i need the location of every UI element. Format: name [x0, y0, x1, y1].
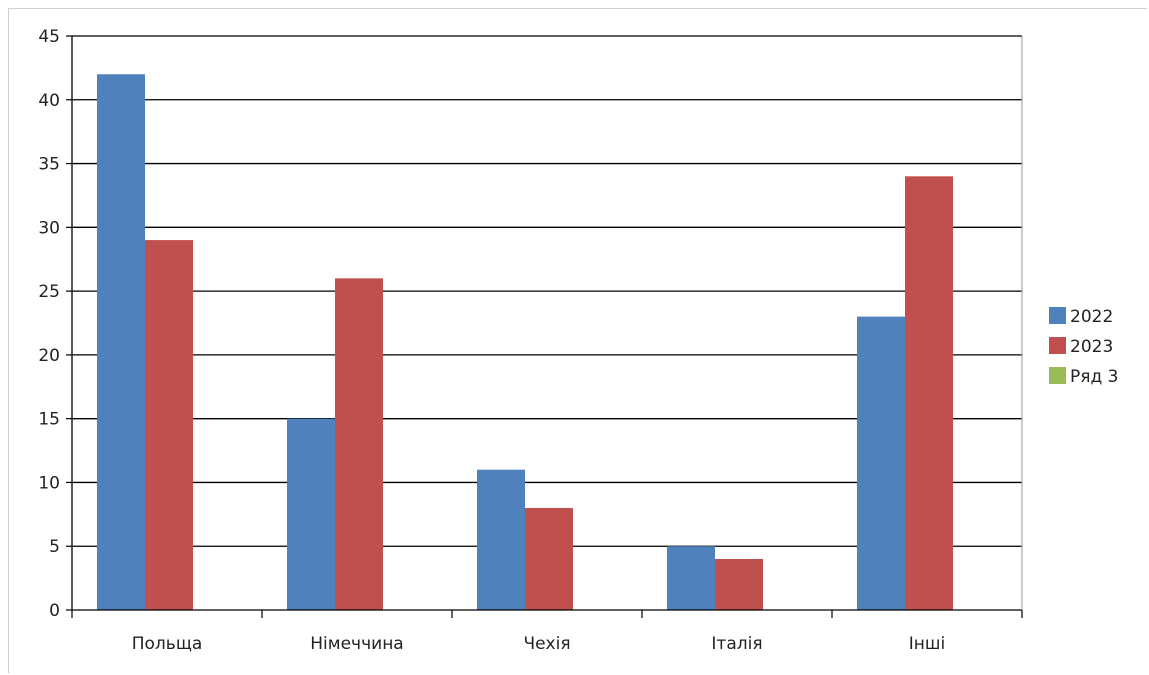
- y-tick-label: 25: [38, 282, 60, 302]
- bar-2-2: [335, 278, 383, 610]
- y-tick-label: 5: [49, 537, 60, 557]
- legend-swatch-2: [1049, 337, 1066, 354]
- bar-1-1: [97, 74, 145, 611]
- y-tick-label: 35: [38, 155, 60, 175]
- y-tick-label: 15: [38, 410, 60, 430]
- y-tick-label: 45: [38, 27, 60, 47]
- bar-1-3: [477, 469, 525, 610]
- x-axis-category-labels: Польща Німеччина Чехія Італія Інші: [132, 634, 945, 654]
- legend-label-2: 2023: [1070, 337, 1113, 357]
- bar-1-2: [287, 418, 335, 610]
- x-category-label: Польща: [132, 634, 203, 654]
- bars: [97, 74, 953, 611]
- y-axis-tick-labels: 0 5 10 15 20 25 30 35 40 45: [38, 27, 60, 621]
- y-tick-label: 20: [38, 346, 60, 366]
- x-category-label: Італія: [711, 634, 762, 654]
- bar-2-4: [715, 558, 763, 610]
- legend-swatch-1: [1049, 307, 1066, 324]
- legend-swatch-3: [1049, 367, 1066, 384]
- y-tick-label: 0: [49, 601, 60, 621]
- bar-2-1: [145, 240, 193, 611]
- x-category-label: Німеччина: [310, 634, 403, 654]
- y-tick-label: 10: [38, 473, 60, 493]
- x-category-label: Інші: [909, 634, 945, 654]
- legend: 2022 2023 Ряд 3: [1049, 307, 1118, 387]
- bar-1-4: [667, 546, 715, 610]
- x-category-label: Чехія: [523, 634, 570, 654]
- bar-1-5: [857, 316, 905, 610]
- y-tick-label: 40: [38, 91, 60, 111]
- chart-frame: [8, 8, 1147, 673]
- legend-label-3: Ряд 3: [1070, 367, 1118, 387]
- legend-label-1: 2022: [1070, 307, 1113, 327]
- bar-2-3: [525, 507, 573, 610]
- axes: [66, 35, 1023, 618]
- y-tick-label: 30: [38, 218, 60, 238]
- bar-2-5: [905, 176, 953, 611]
